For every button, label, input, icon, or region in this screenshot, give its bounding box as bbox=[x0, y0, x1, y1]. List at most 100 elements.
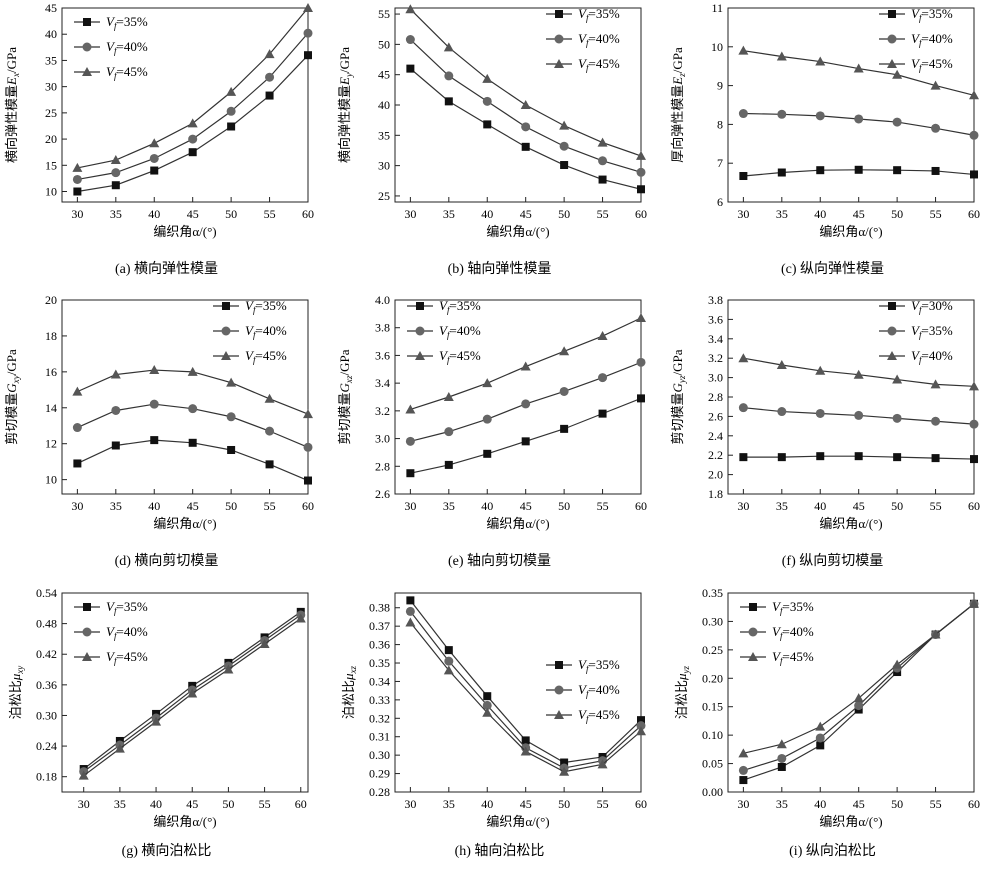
data-point-circle bbox=[815, 733, 825, 743]
x-tick-label: 50 bbox=[558, 207, 570, 221]
y-axis-label: 剪切模量Gxz/GPa bbox=[337, 349, 354, 444]
y-tick-label: 0.42 bbox=[36, 647, 57, 661]
legend-marker-circle bbox=[82, 627, 92, 637]
legend-marker-triangle bbox=[82, 652, 92, 661]
data-point-triangle bbox=[853, 693, 864, 703]
x-tick-label: 35 bbox=[443, 499, 455, 513]
data-point-circle bbox=[405, 606, 415, 616]
x-tick-label: 60 bbox=[968, 797, 980, 811]
legend-label: Vf=35% bbox=[106, 599, 148, 616]
data-point-triangle bbox=[405, 617, 416, 627]
x-tick-label: 45 bbox=[520, 207, 532, 221]
y-tick-label: 1.8 bbox=[708, 487, 723, 501]
x-tick-label: 30 bbox=[404, 499, 416, 513]
legend-marker-triangle bbox=[221, 351, 231, 360]
data-point-square bbox=[854, 452, 863, 461]
chart-panel: 30 35 40 45 50 55 60 0.28 0.29 0.30 0.31 0.32 0.33 0.… bbox=[333, 585, 666, 877]
data-point-square bbox=[73, 459, 82, 468]
data-point-circle bbox=[969, 419, 979, 429]
chart-svg: 30 35 40 45 50 55 60 25 30 35 40 45 50 55 编织角α/(°) 横向弹性… bbox=[337, 4, 647, 239]
data-point-circle bbox=[188, 404, 198, 414]
y-tick-label: 40 bbox=[45, 27, 57, 41]
y-tick-label: 0.48 bbox=[36, 617, 57, 631]
data-point-circle bbox=[303, 442, 313, 452]
data-point-triangle bbox=[295, 613, 306, 623]
x-tick-label: 55 bbox=[930, 499, 942, 513]
legend-label: Vf=40% bbox=[911, 31, 953, 48]
data-point-circle bbox=[636, 721, 646, 731]
legend-marker-triangle bbox=[887, 351, 897, 360]
chart-svg: 30 35 40 45 50 55 60 6 7 8 9 10 11 编织角α/(°) 厚向弹性模量Ez/G… bbox=[670, 1, 980, 239]
data-point-square bbox=[560, 758, 569, 767]
data-point-triangle bbox=[969, 381, 979, 391]
data-point-circle bbox=[969, 130, 979, 140]
legend-marker-circle bbox=[221, 326, 231, 336]
data-point-circle bbox=[226, 412, 236, 422]
data-point-square bbox=[444, 460, 453, 469]
plot-frame bbox=[61, 592, 309, 793]
y-tick-label: 2.6 bbox=[708, 409, 723, 423]
x-tick-label: 35 bbox=[776, 499, 788, 513]
y-tick-label: 25 bbox=[45, 106, 57, 120]
legend-label: Vf=35% bbox=[439, 298, 481, 315]
legend-label: Vf=35% bbox=[106, 14, 148, 31]
x-tick-label: 35 bbox=[443, 207, 455, 221]
y-tick-label: 3.6 bbox=[708, 312, 723, 326]
y-tick-label: 35 bbox=[45, 53, 57, 67]
data-point-square bbox=[970, 170, 978, 179]
data-point-triangle bbox=[815, 721, 826, 731]
y-tick-label: 0.05 bbox=[702, 757, 723, 771]
data-point-square bbox=[637, 185, 645, 194]
data-point-triangle bbox=[597, 759, 608, 769]
chart-caption: (f) 纵向剪切模量 bbox=[781, 554, 884, 569]
x-tick-label: 40 bbox=[814, 797, 826, 811]
legend-marker-square bbox=[416, 302, 424, 310]
y-axis-label: 剪切模量Gxy/GPa bbox=[4, 349, 21, 445]
data-point-square bbox=[777, 453, 786, 462]
data-point-circle bbox=[521, 399, 531, 409]
legend-label: Vf=35% bbox=[578, 657, 620, 674]
data-point-circle bbox=[482, 700, 492, 710]
data-point-square bbox=[227, 122, 236, 131]
legend-marker-triangle bbox=[554, 710, 564, 719]
x-tick-label: 50 bbox=[225, 207, 237, 221]
data-point-triangle bbox=[969, 598, 979, 608]
y-tick-label: 3.0 bbox=[708, 371, 723, 385]
x-tick-label: 35 bbox=[776, 797, 788, 811]
legend-marker-square bbox=[749, 603, 757, 611]
x-tick-label: 30 bbox=[71, 207, 83, 221]
data-point-triangle bbox=[443, 665, 454, 675]
x-tick-label: 45 bbox=[853, 797, 865, 811]
y-tick-label: 25 bbox=[378, 189, 390, 203]
x-tick-label: 40 bbox=[481, 499, 493, 513]
data-point-triangle bbox=[738, 45, 749, 55]
y-tick-label: 7 bbox=[717, 156, 723, 170]
data-point-triangle bbox=[187, 118, 198, 128]
data-point-square bbox=[406, 596, 415, 605]
legend-label: Vf=35% bbox=[911, 323, 953, 340]
x-axis-label: 编织角α/(°) bbox=[486, 814, 549, 829]
data-point-circle bbox=[636, 167, 646, 177]
data-point-circle bbox=[559, 386, 569, 396]
plot-frame bbox=[394, 592, 642, 793]
x-tick-label: 30 bbox=[737, 207, 749, 221]
legend-label: Vf=40% bbox=[911, 348, 953, 365]
y-tick-label: 0.36 bbox=[36, 678, 57, 692]
y-tick-label: 0.25 bbox=[702, 643, 723, 657]
y-tick-label: 18 bbox=[45, 329, 57, 343]
data-point-square bbox=[970, 455, 978, 464]
x-tick-label: 30 bbox=[404, 207, 416, 221]
data-point-square bbox=[560, 424, 569, 433]
data-point-circle bbox=[521, 122, 531, 132]
x-axis-label: 编织角α/(°) bbox=[153, 224, 216, 239]
y-axis-label: 横向弹性模量Ex/GPa bbox=[4, 47, 21, 163]
y-tick-label: 10 bbox=[45, 185, 57, 199]
legend-marker-square bbox=[222, 302, 230, 310]
x-axis-label: 编织角α/(°) bbox=[819, 224, 882, 239]
x-tick-label: 35 bbox=[114, 797, 126, 811]
x-tick-label: 55 bbox=[930, 207, 942, 221]
chart-svg: 30 35 40 45 50 55 60 10 12 14 16 18 20 编织角α/(°) 剪切模量Gx… bbox=[4, 293, 314, 531]
data-point-triangle bbox=[520, 746, 531, 756]
data-point-triangle bbox=[187, 366, 198, 376]
x-tick-label: 60 bbox=[635, 207, 647, 221]
